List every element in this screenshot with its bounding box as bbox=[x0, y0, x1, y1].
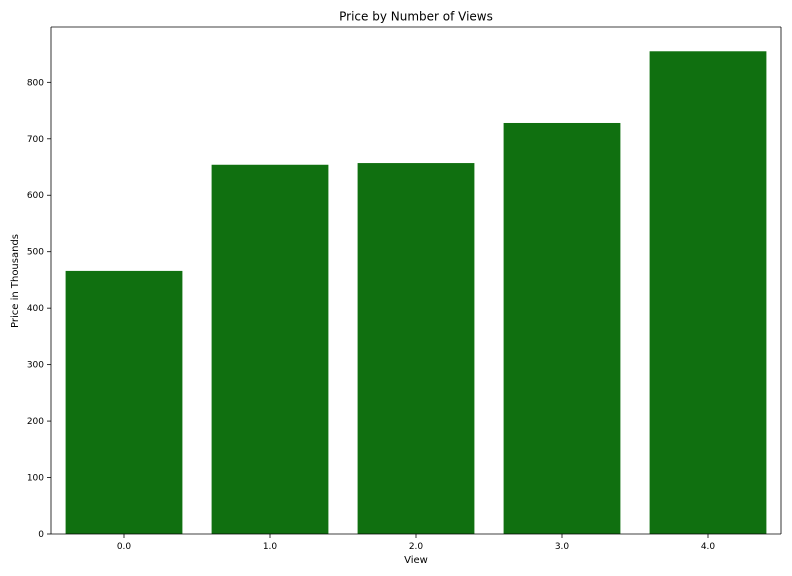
y-ticks-group: 0 100 200 300 400 500 600 700 800 bbox=[27, 78, 51, 540]
y-tick-label: 400 bbox=[27, 304, 44, 314]
y-axis-label: Price in Thousands bbox=[10, 234, 21, 328]
bar-3.0 bbox=[503, 122, 621, 535]
y-tick-label: 200 bbox=[27, 417, 44, 427]
y-tick-label: 700 bbox=[27, 135, 44, 145]
bar-4.0 bbox=[649, 51, 767, 534]
x-tick-label: 3.0 bbox=[555, 542, 570, 552]
x-axis-label: View bbox=[404, 555, 428, 566]
bars-group bbox=[65, 51, 767, 535]
x-tick-label: 2.0 bbox=[409, 542, 424, 552]
y-tick-label: 0 bbox=[38, 530, 44, 540]
y-tick-label: 800 bbox=[27, 78, 44, 88]
bar-1.0 bbox=[211, 164, 329, 534]
x-tick-label: 1.0 bbox=[263, 542, 278, 552]
x-tick-label: 4.0 bbox=[701, 542, 716, 552]
chart-title: Price by Number of Views bbox=[339, 10, 493, 24]
bar-0.0 bbox=[65, 270, 183, 534]
x-ticks-group: 0.0 1.0 2.0 3.0 4.0 bbox=[117, 534, 716, 552]
x-tick-label: 0.0 bbox=[117, 542, 132, 552]
y-tick-label: 500 bbox=[27, 248, 44, 258]
bar-2.0 bbox=[357, 163, 475, 534]
y-tick-label: 300 bbox=[27, 361, 44, 371]
y-tick-label: 600 bbox=[27, 191, 44, 201]
y-tick-label: 100 bbox=[27, 474, 44, 484]
